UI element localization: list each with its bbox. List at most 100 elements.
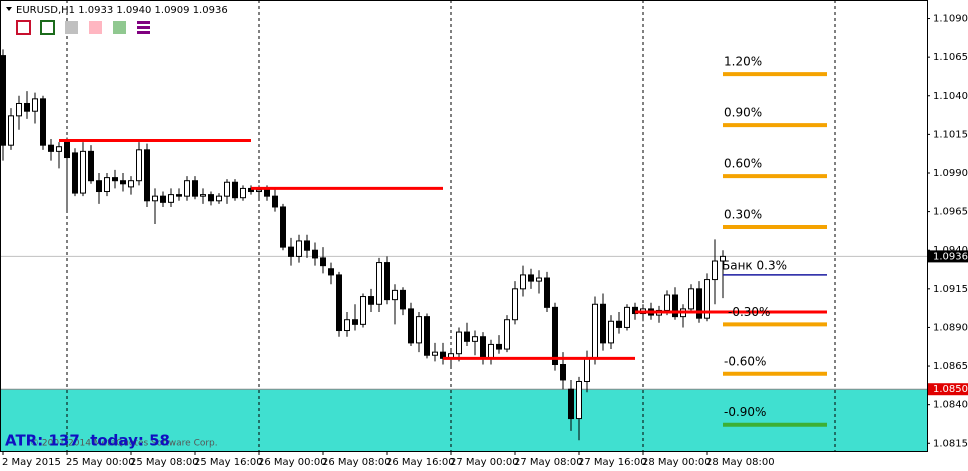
candle-body [528,274,534,282]
candle-body [160,195,166,203]
level-label: 1.20% [724,55,762,69]
candle-body [320,257,326,267]
candle-body [48,144,54,152]
candle-body [72,152,78,194]
candle-body [88,150,94,182]
y-tick-label: 1.0890 [933,322,968,333]
candle-body [696,288,702,319]
level-label: 0.90% [724,106,762,120]
candle-body [104,177,110,193]
candle-body [296,240,302,257]
candle-body [16,102,22,117]
candle-body [664,294,670,311]
dropdown-arrow[interactable] [6,7,12,11]
x-tick-label: 25 May 08:00 [130,457,199,468]
x-tick-label: 27 May 00:00 [450,457,519,468]
x-tick-label: 26 May 00:00 [258,457,327,468]
candle-body [424,316,430,356]
level-label: -0.60% [724,354,766,368]
level-label: 0.60% [724,157,762,171]
candle-body [408,308,414,344]
candle-body [472,336,478,342]
candle-body [144,149,150,202]
bank-level-label: Банк 0.3% [722,258,787,272]
candle-body [184,180,190,197]
candle-body [280,206,286,248]
candle-body [304,240,310,251]
candle-body [360,296,366,325]
candle-body [720,255,726,262]
candle-body [208,194,214,202]
candle-body [264,189,270,197]
x-tick-label: 25 May 00:00 [66,457,135,468]
purple-icon[interactable] [137,21,150,34]
y-tick-label: 1.0990 [933,168,968,179]
candle-body [224,181,230,197]
candle-body [40,98,46,146]
candle-body [608,320,614,344]
candle-body [592,303,598,359]
candle-body [432,351,438,356]
candle-body [96,180,102,193]
level-label: 0.30% [724,208,762,222]
gray-icon[interactable] [65,21,78,34]
candle-body [536,277,542,282]
level-label: -0.90% [724,405,766,419]
candle-body [488,343,494,359]
level-label: -0.30% [728,305,770,319]
y-tick-label: 1.0840 [933,400,968,411]
candle-body [136,149,142,182]
candle-body [480,336,486,359]
candle-body [552,306,558,366]
symbol-line: EURUSD,H1 1.0933 1.0940 1.0909 1.0936 [16,5,228,16]
candle-body [200,194,206,197]
candle-body [120,180,126,185]
green-icon[interactable] [113,21,126,34]
price-marker [928,250,968,263]
candle-body [400,289,406,310]
candle-body [128,180,134,188]
candle-body [216,195,222,202]
bear-candle-icon[interactable] [16,20,31,35]
candle-body [64,141,70,159]
candle-body [24,102,30,112]
candle-body [416,316,422,344]
price-marker-label: 1.0936 [933,251,968,262]
y-tick-label: 1.0915 [933,284,968,295]
candle-body [368,296,374,305]
x-tick-label: 2 May 2015 [2,457,61,468]
candle-body [256,189,262,193]
candle-body [328,268,334,276]
candle-body [568,388,574,420]
y-tick-label: 1.1040 [933,91,968,102]
zone-marker-label: 1.0850 [933,384,968,395]
candle-body [512,288,518,321]
x-tick-label: 27 May 08:00 [514,457,583,468]
candle-body [32,98,38,112]
candle-body [704,279,710,319]
y-tick-label: 1.0965 [933,207,968,218]
candle-body [712,260,718,281]
candle-body [584,357,590,382]
x-tick-label: 25 May 16:00 [194,457,263,468]
candle-body [176,194,182,197]
zone-marker [928,383,968,396]
pink-icon[interactable] [89,21,102,34]
candle-body [456,331,462,355]
candle-body [112,177,118,182]
candle-body [624,306,630,328]
candle-body [152,195,158,202]
candle-body [272,195,278,208]
candle-body [376,262,382,305]
candle-body [344,319,350,332]
candle-body [560,364,566,381]
candle-body [288,246,294,257]
candle-body [80,150,86,194]
bull-candle-icon[interactable] [40,20,55,35]
x-tick-label: 28 May 08:00 [706,457,775,468]
zone [1,389,927,451]
plot-frame [0,0,928,452]
y-tick-label: 1.1015 [933,129,968,140]
atr-text: ATR: 137 today: 58 [5,432,170,450]
